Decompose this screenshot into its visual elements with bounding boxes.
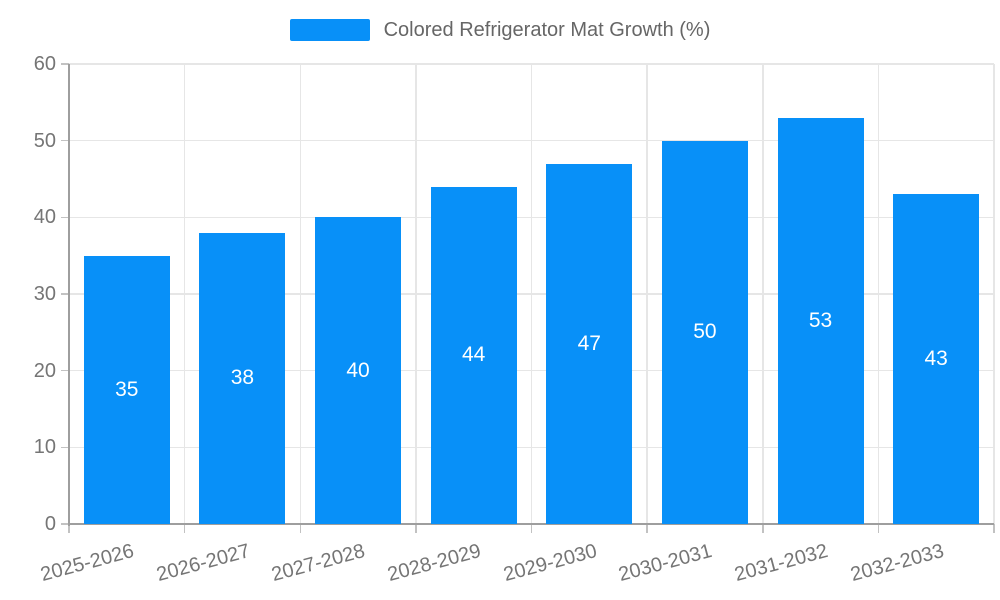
bar: [893, 194, 980, 524]
x-tick-label: 2026-2027: [154, 540, 253, 587]
y-tick-label: 40: [33, 206, 56, 229]
y-tick-label: 20: [33, 359, 56, 382]
bar-value-label: 38: [230, 366, 255, 390]
x-tick-label: 2030-2031: [616, 540, 715, 587]
bar: [83, 255, 170, 524]
x-tick-label: 2032-2033: [847, 540, 946, 587]
gridline-vertical: [646, 64, 648, 524]
x-tick-label: 2028-2029: [385, 540, 484, 587]
gridline-vertical: [762, 64, 764, 524]
bar: [315, 217, 402, 524]
x-axis-tick-mark: [299, 524, 301, 533]
y-axis-tick-mark: [61, 139, 69, 142]
legend-swatch[interactable]: [289, 19, 370, 41]
x-axis-tick-mark: [183, 524, 186, 533]
gridline-vertical: [877, 64, 880, 524]
bar-value-label: 47: [577, 331, 601, 355]
legend[interactable]: Colored Refrigerator Mat Growth (%): [0, 17, 1000, 43]
y-tick-label: 10: [33, 436, 56, 459]
bar-value-label: 35: [115, 377, 139, 401]
gridline-vertical: [530, 64, 533, 524]
y-axis-tick-mark: [61, 63, 69, 65]
y-tick-label: 0: [44, 513, 56, 535]
bar: [199, 232, 286, 524]
y-axis-tick-mark: [61, 216, 69, 219]
bar-value-label: 43: [924, 347, 948, 371]
x-axis-tick-mark: [877, 524, 880, 533]
x-axis-tick-mark: [993, 524, 995, 533]
gridline-vertical: [415, 64, 417, 524]
y-tick-label: 30: [33, 283, 56, 305]
bar-value-label: 40: [346, 358, 370, 382]
gridline-vertical: [299, 64, 301, 524]
bar: [777, 117, 864, 524]
bar-value-label: 50: [693, 320, 717, 344]
x-tick-label: 2029-2030: [500, 540, 600, 587]
y-axis-tick-mark: [61, 293, 69, 295]
x-axis-line: [69, 523, 994, 525]
y-axis-tick-mark: [61, 369, 69, 372]
bar-value-label: 53: [808, 308, 833, 332]
x-tick-label: 2031-2032: [732, 540, 831, 587]
x-axis-tick-mark: [530, 524, 533, 533]
y-axis-tick-mark: [61, 523, 69, 525]
bar: [546, 163, 633, 524]
y-axis-line: [68, 64, 70, 526]
x-axis-tick-mark: [646, 524, 648, 533]
bar-value-label: 44: [462, 343, 486, 367]
gridline-vertical: [183, 64, 186, 524]
legend-label[interactable]: Colored Refrigerator Mat Growth (%): [383, 18, 711, 41]
y-tick-label: 60: [33, 53, 56, 75]
x-axis-tick-mark: [68, 524, 70, 533]
gridline-vertical: [993, 64, 995, 524]
bar: [661, 140, 748, 524]
bar: [430, 186, 517, 524]
x-axis-tick-mark: [762, 524, 764, 533]
x-tick-label: 2027-2028: [269, 540, 368, 587]
x-axis-tick-mark: [415, 524, 417, 533]
y-axis-tick-mark: [61, 446, 69, 449]
x-tick-label: 2025-2026: [38, 540, 137, 587]
y-tick-label: 50: [33, 129, 56, 152]
